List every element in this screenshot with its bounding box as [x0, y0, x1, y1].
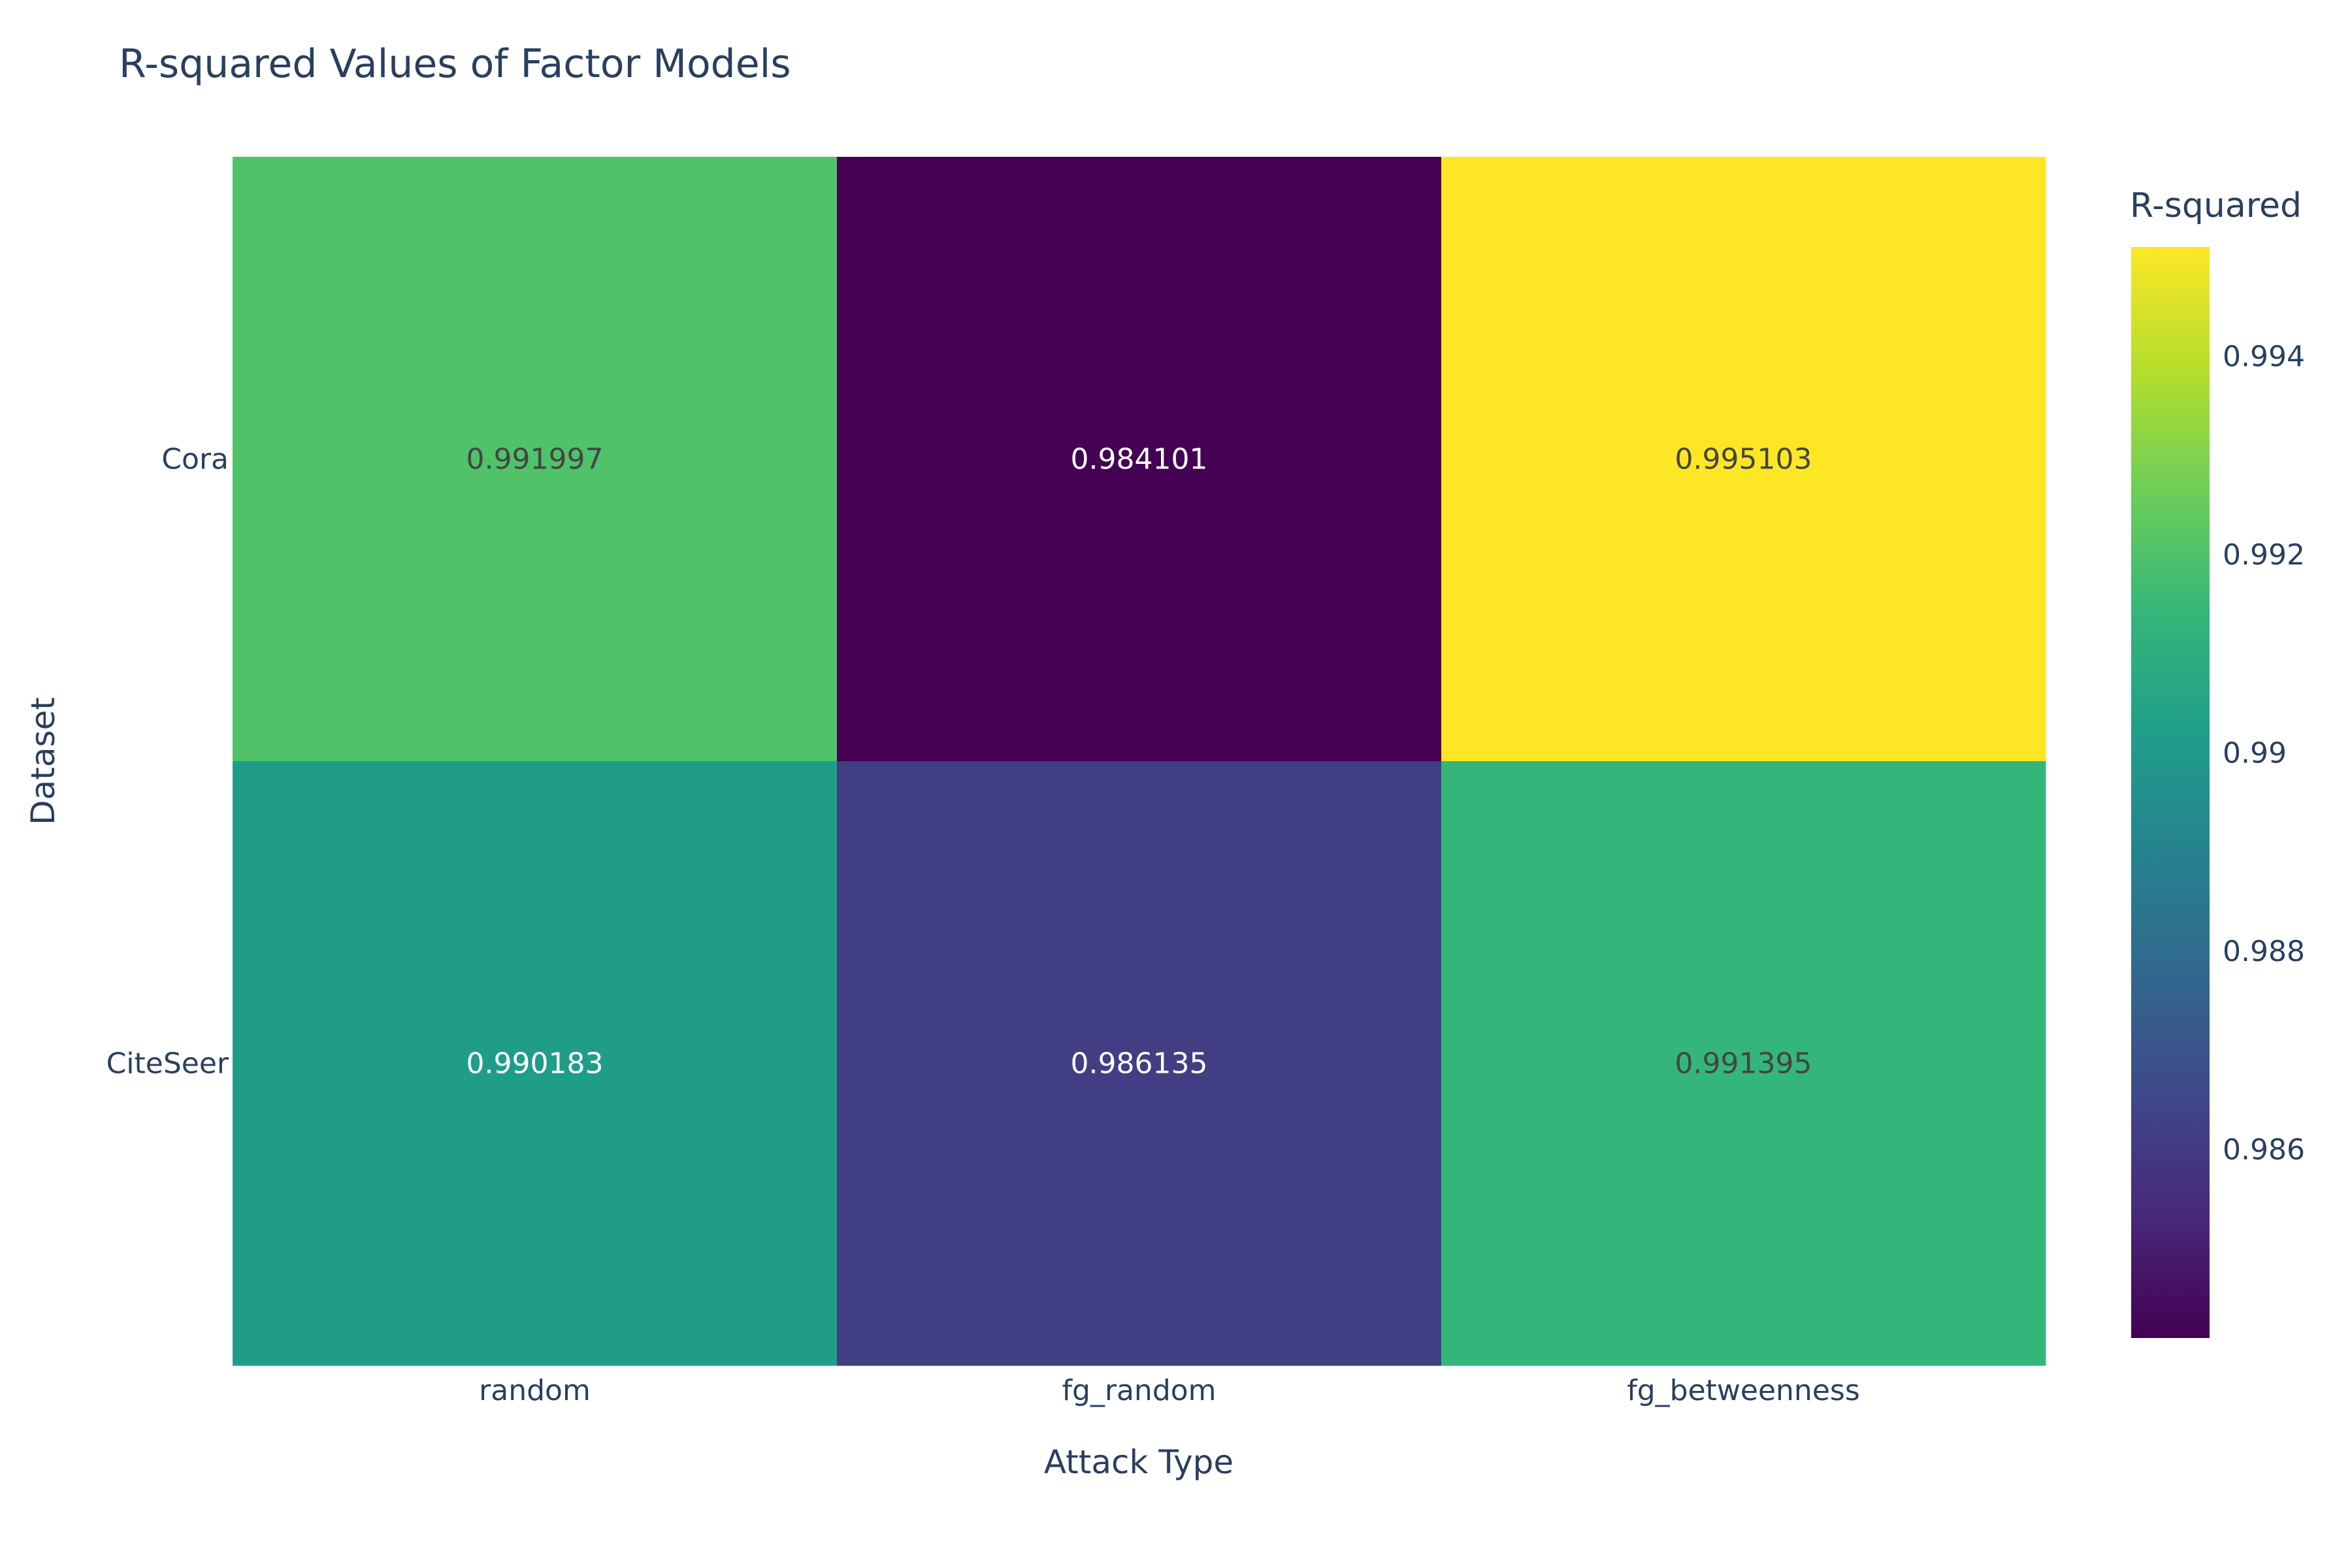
heatmap-cells	[233, 157, 2046, 1366]
chart-title: R-squared Values of Factor Models	[119, 41, 791, 87]
y-axis-ticks: Cora CiteSeer	[106, 443, 229, 1081]
heatmap-cell-cora-random	[233, 157, 838, 762]
cell-value-label: 0.991395	[1675, 1047, 1812, 1081]
cell-value-label: 0.984101	[1071, 443, 1208, 476]
colorbar-title: R-squared	[2130, 186, 2302, 225]
heatmap-cell-cora-fg-betweenness	[1441, 157, 2046, 762]
colorbar-tick-label: 0.988	[2223, 935, 2305, 968]
cell-value-label: 0.995103	[1675, 443, 1812, 476]
x-tick-label: fg_betweenness	[1627, 1374, 1860, 1407]
cell-value-label: 0.991997	[466, 443, 604, 476]
heatmap-cell-labels: 0.991997 0.984101 0.995103 0.990183 0.986135…	[466, 443, 1812, 1081]
y-axis-title: Dataset	[24, 697, 62, 825]
heatmap-cell-citeseer-fg-random	[837, 761, 1442, 1366]
x-axis-ticks: random fg_random fg_betweenness	[479, 1374, 1860, 1407]
x-axis-title: Attack Type	[1044, 1443, 1233, 1481]
y-tick-label: Cora	[161, 443, 229, 476]
colorbar-tick-label: 0.986	[2223, 1134, 2305, 1167]
colorbar-tick-label: 0.992	[2223, 538, 2305, 572]
x-tick-label: random	[479, 1374, 591, 1407]
colorbar-tick-label: 0.99	[2223, 737, 2287, 770]
heatmap-cell-cora-fg-random	[837, 157, 1442, 762]
colorbar-ticks: 0.994 0.992 0.99 0.988 0.986	[2223, 340, 2305, 1166]
cell-value-label: 0.990183	[466, 1047, 604, 1081]
x-tick-label: fg_random	[1062, 1374, 1216, 1407]
heatmap-cell-citeseer-fg-betweenness	[1441, 761, 2046, 1366]
colorbar	[2131, 247, 2210, 1338]
y-tick-label: CiteSeer	[106, 1047, 229, 1081]
heatmap-cell-citeseer-random	[233, 761, 838, 1366]
colorbar-tick-label: 0.994	[2223, 340, 2305, 373]
cell-value-label: 0.986135	[1071, 1047, 1208, 1081]
